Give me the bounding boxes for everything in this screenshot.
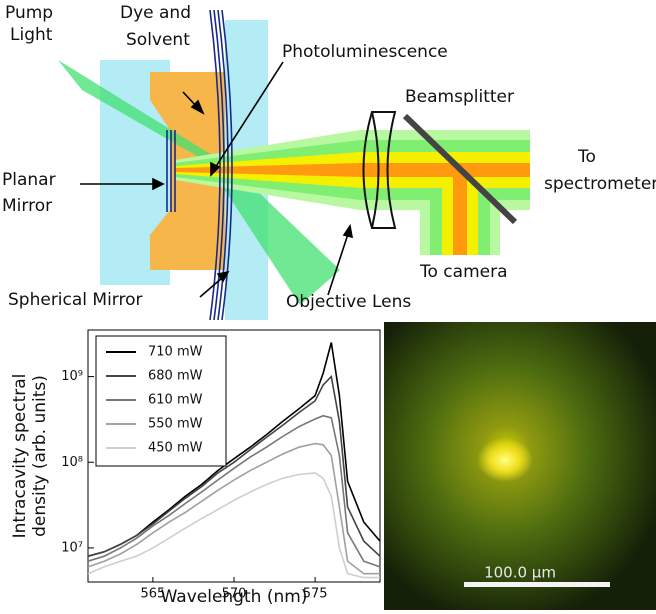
label: Light bbox=[10, 25, 53, 45]
x-tick-label: 570 bbox=[222, 587, 247, 602]
arrow bbox=[200, 278, 222, 297]
x-tick-label: 565 bbox=[140, 587, 165, 602]
label: Objective Lens bbox=[286, 292, 411, 312]
label: spectrometer bbox=[544, 174, 656, 194]
label: Photoluminescence bbox=[282, 42, 448, 62]
label: Beamsplitter bbox=[405, 87, 514, 107]
page: Pump Light Dye and Solvent Photoluminesc… bbox=[0, 0, 656, 614]
y-axis-label: density (arb. units) bbox=[30, 375, 50, 537]
y-tick-label: 10⁷ bbox=[61, 540, 83, 555]
legend-label: 680 mW bbox=[148, 369, 203, 384]
bright-spot bbox=[477, 438, 533, 482]
y-axis-label: Intracavity spectral bbox=[10, 374, 30, 539]
y-tick-label: 10⁸ bbox=[61, 455, 83, 470]
label: To bbox=[577, 147, 596, 167]
micrograph: 100.0 μm bbox=[384, 322, 656, 610]
scale-bar-label: 100.0 μm bbox=[484, 564, 556, 582]
label: Dye and bbox=[120, 3, 191, 23]
label: Planar bbox=[2, 170, 56, 190]
label: Spherical Mirror bbox=[8, 290, 143, 310]
x-tick-label: 575 bbox=[303, 587, 328, 602]
chart: Wavelength (nm) Intracavity spectral den… bbox=[10, 330, 380, 607]
beam-core bbox=[453, 177, 467, 255]
legend-label: 710 mW bbox=[148, 345, 203, 360]
label: Pump bbox=[5, 3, 53, 23]
legend-label: 610 mW bbox=[148, 393, 203, 408]
label: To camera bbox=[419, 262, 508, 282]
legend-label: 450 mW bbox=[148, 441, 203, 456]
diagram: Pump Light Dye and Solvent Photoluminesc… bbox=[2, 3, 656, 320]
label: Mirror bbox=[2, 196, 52, 216]
y-tick-label: 10⁹ bbox=[61, 369, 83, 384]
legend-label: 550 mW bbox=[148, 417, 203, 432]
arrowhead bbox=[344, 226, 352, 237]
scale-bar bbox=[464, 582, 610, 587]
label: Solvent bbox=[126, 30, 190, 50]
figure: Pump Light Dye and Solvent Photoluminesc… bbox=[0, 0, 656, 610]
